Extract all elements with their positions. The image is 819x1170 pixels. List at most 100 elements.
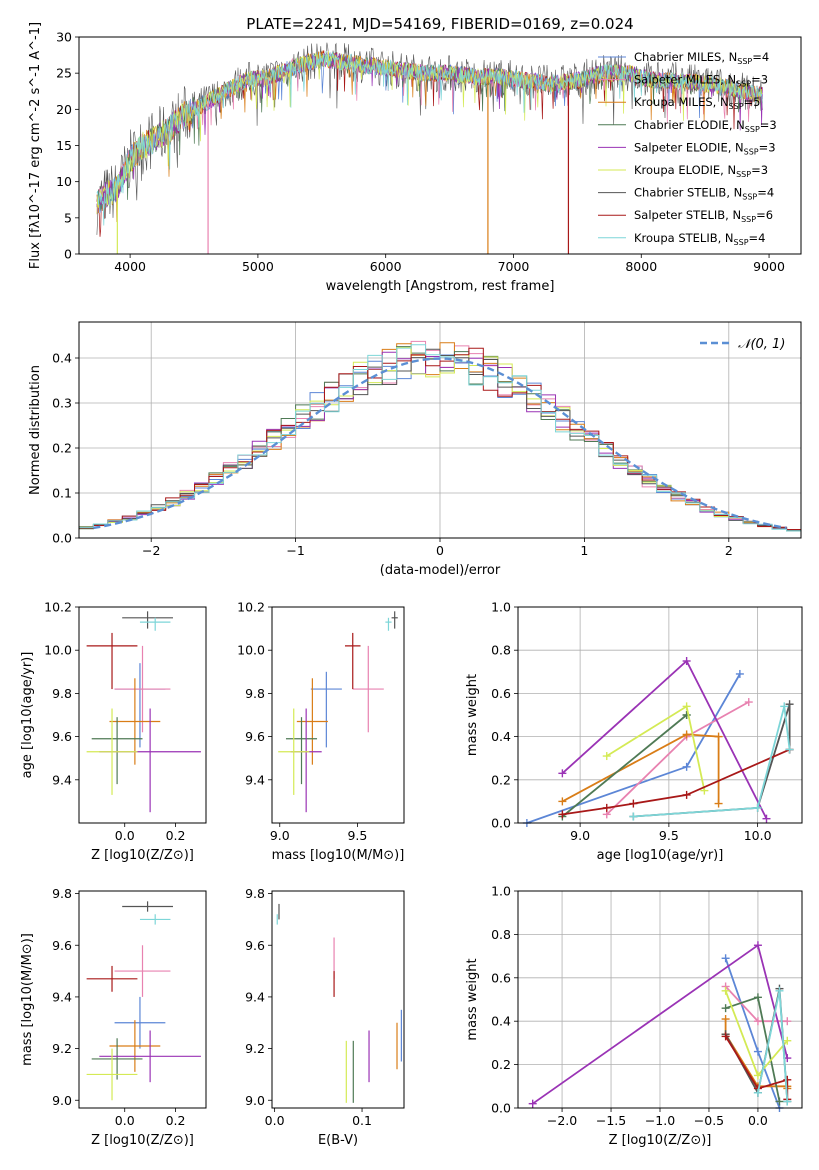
y-tick-label: 9.4 — [245, 772, 265, 787]
y-tick-label: 0.3 — [52, 396, 72, 411]
x-axis-label: E(B-V) — [318, 1133, 358, 1148]
x-axis-label: mass [log10(M/M⊙)] — [272, 848, 405, 863]
axes-frame — [517, 890, 803, 1109]
y-tick-label: 0.0 — [491, 816, 511, 831]
legend-n: =4 — [749, 231, 766, 245]
x-tick-label: 9.0 — [570, 828, 590, 843]
y-tick-label: 10.2 — [44, 600, 72, 615]
weight-lines-mass-weight-vs-age — [522, 657, 794, 827]
axes-frame — [78, 890, 207, 1109]
x-tick-label: 9.5 — [659, 828, 679, 843]
x-tick-label: −2 — [142, 543, 160, 558]
y-tick-label: 9.6 — [52, 938, 72, 953]
y-tick-label: 1.0 — [491, 600, 511, 615]
spectrum-legend: Chabrier MILES, NSSP=4 Salpeter MILES, NS… — [598, 50, 777, 247]
x-tick-label: 9.0 — [270, 828, 290, 843]
legend-sub: SSP — [736, 80, 751, 89]
y-tick-label: 0.4 — [52, 351, 72, 366]
histogram-8 — [79, 344, 801, 532]
legend-sub: SSP — [742, 193, 757, 202]
legend-label: Salpeter STELIB, NSSP=6 — [634, 208, 773, 224]
y-axis-label: age [log10(age/yr)] — [20, 652, 35, 779]
x-tick-label: 0.1 — [352, 1113, 372, 1128]
legend-sub: SSP — [736, 170, 751, 179]
axes-frame — [271, 890, 405, 1109]
axes-frame — [78, 606, 207, 824]
y-tick-label: 15 — [56, 138, 72, 153]
weight-line — [561, 733, 720, 804]
gaussian-curve — [93, 357, 787, 530]
y-tick-label: 0.0 — [52, 531, 72, 546]
legend-label: 𝒩(0, 1) — [738, 337, 785, 352]
y-tick-label: 9.6 — [245, 938, 265, 953]
x-tick-label: −1.0 — [645, 1113, 675, 1128]
axes-frame — [78, 321, 802, 539]
y-axis-label: Flux [fλ10^-17 erg cm^-2 s^-1 A^-1] — [28, 22, 43, 269]
y-tick-label: 0.2 — [491, 772, 511, 787]
axes-frame — [78, 36, 802, 255]
x-axis-label: wavelength [Angstrom, rest frame] — [326, 279, 555, 294]
y-tick-label: 0.2 — [52, 441, 72, 456]
y-tick-label: 0 — [64, 247, 72, 262]
histogram-steps — [79, 340, 801, 533]
weight-line — [724, 1019, 789, 1089]
weight-line — [606, 701, 750, 816]
spectrum-lines — [96, 42, 763, 254]
legend-label: Kroupa ELODIE, NSSP=3 — [634, 163, 768, 179]
y-tick-label: 10 — [56, 174, 72, 189]
y-tick-label: 9.8 — [245, 686, 265, 701]
x-tick-label: 1 — [580, 543, 588, 558]
legend-n: =4 — [757, 186, 774, 200]
x-tick-label: 0.0 — [265, 1113, 285, 1128]
x-tick-label: −1.5 — [596, 1113, 626, 1128]
y-tick-label: 9.2 — [52, 1041, 72, 1056]
y-tick-label: 9.8 — [52, 686, 72, 701]
y-tick-label: 9.4 — [52, 772, 72, 787]
errorbars-mass-vs-Z — [86, 901, 201, 1101]
y-tick-label: 25 — [56, 66, 72, 81]
y-axis-label: mass weight — [465, 958, 480, 1040]
y-tick-label: 0.2 — [491, 1057, 511, 1072]
y-tick-label: 0.8 — [491, 927, 511, 942]
legend-sub: SSP — [744, 147, 759, 156]
weight-line — [561, 714, 688, 818]
x-tick-label: 9000 — [753, 259, 785, 274]
x-axis-label: Z [log10(Z/Z⊙)] — [91, 848, 194, 863]
legend-n: =5 — [744, 95, 761, 109]
x-tick-label: −0.5 — [694, 1113, 724, 1128]
x-axis-label: age [log10(age/yr)] — [597, 848, 724, 863]
y-tick-label: 10.0 — [237, 643, 265, 658]
y-tick-label: 9.4 — [245, 989, 265, 1004]
y-tick-label: 9.2 — [245, 1041, 265, 1056]
x-tick-label: 10.0 — [744, 828, 772, 843]
x-tick-label: 6000 — [370, 259, 402, 274]
x-tick-label: 0.2 — [166, 1113, 186, 1128]
figure-title: PLATE=2241, MJD=54169, FIBERID=0169, z=0… — [246, 15, 633, 33]
legend-label: Chabrier MILES, NSSP=4 — [634, 50, 769, 66]
y-tick-label: 0.4 — [491, 1014, 511, 1029]
axes-age-vs-Z: 0.0 0.2 9.4 9.6 9.8 10.0 10.2 Z [log10(Z/Z⊙)] ag… — [20, 600, 194, 864]
axes-mass-vs-EBV: 0.0 0.1 9.0 9.2 9.4 9.6 9.8 E(B-V) — [245, 886, 372, 1148]
axes-mass-vs-Z: 0.0 0.2 9.0 9.2 9.4 9.6 9.8 Z [log10(Z/Z⊙)] mass… — [20, 886, 194, 1148]
y-tick-label: 9.0 — [245, 1093, 265, 1108]
legend-sub: SSP — [737, 57, 752, 66]
y-tick-label: 0.6 — [491, 686, 511, 701]
weight-line — [633, 706, 791, 818]
errorbars-age-vs-Z — [86, 611, 201, 813]
x-tick-label: 5000 — [242, 259, 274, 274]
x-tick-label: 9.5 — [347, 828, 367, 843]
legend-label: Salpeter ELODIE, NSSP=3 — [634, 140, 776, 156]
x-axis-label: (data-model)/error — [380, 563, 501, 578]
legend-n: =4 — [752, 50, 769, 64]
x-tick-label: −2.0 — [547, 1113, 577, 1128]
x-tick-label: 7000 — [498, 259, 530, 274]
legend-label: Chabrier ELODIE, NSSP=3 — [634, 118, 777, 134]
y-tick-label: 0.8 — [491, 643, 511, 658]
y-tick-label: 30 — [56, 30, 72, 45]
x-tick-label: −1 — [286, 543, 304, 558]
errorbars-age-vs-mass — [278, 611, 398, 813]
x-axis-label: Z [log10(Z/Z⊙)] — [609, 1133, 712, 1148]
legend-label: Salpeter MILES, NSSP=3 — [634, 73, 768, 89]
legend-sub: SSP — [745, 125, 760, 134]
y-tick-label: 9.8 — [52, 886, 72, 901]
